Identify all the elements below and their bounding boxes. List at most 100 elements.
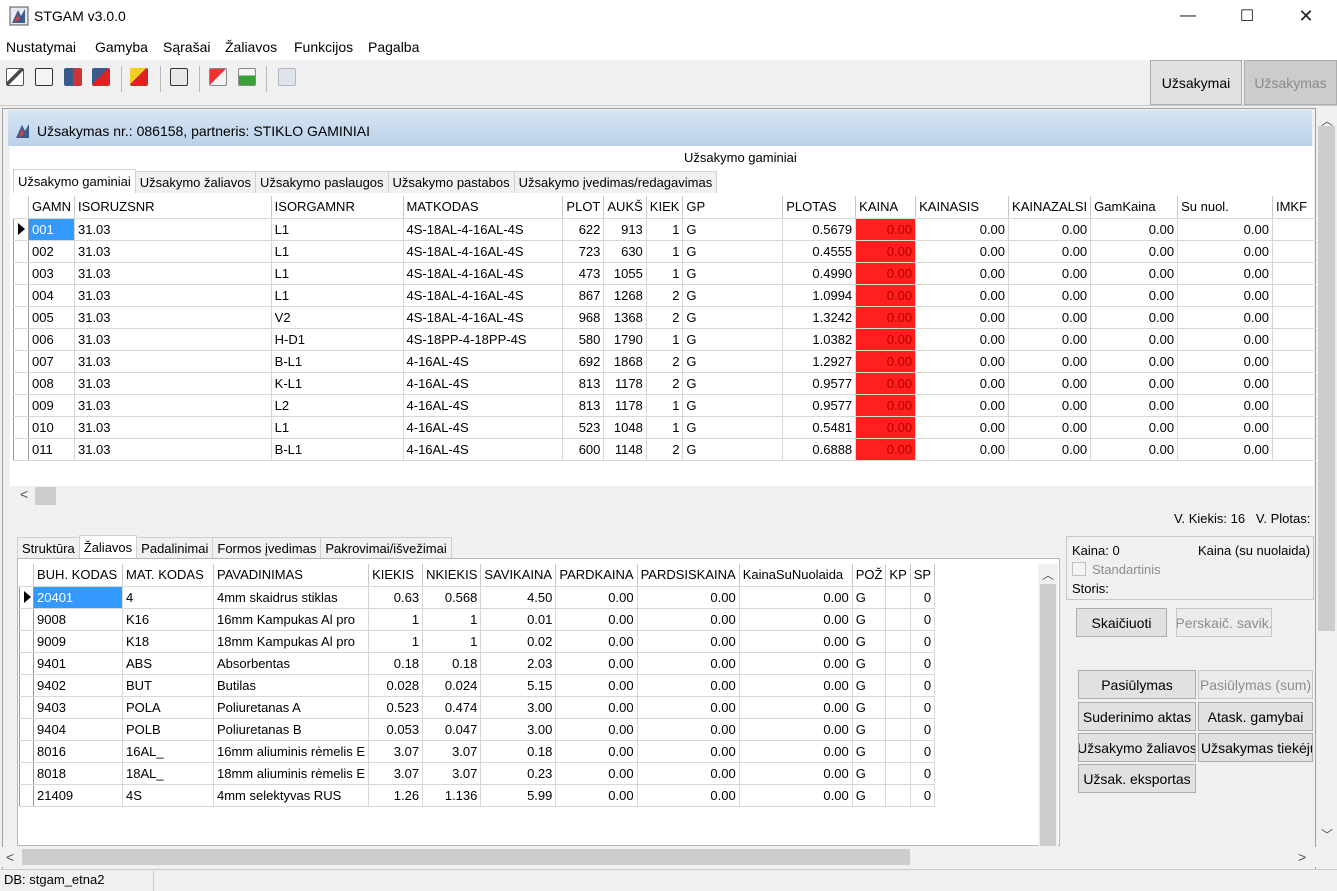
column-header[interactable]: ISORUZSNR: [74, 196, 272, 219]
material-row[interactable]: 8018 18AL_ 18mm aliuminis rėmelis E 3.07 3.0…: [19, 762, 936, 785]
table-cell[interactable]: 4-16AL-4S: [403, 416, 564, 439]
row-indicator[interactable]: [13, 240, 29, 263]
column-header[interactable]: GAMN: [28, 196, 75, 219]
table-cell[interactable]: 0.00: [855, 438, 917, 461]
row-indicator[interactable]: [19, 652, 34, 675]
product-row[interactable]: 004 31.03 L1 4S-18AL-4-16AL-4S 867 1268 2 G 1.09…: [13, 284, 1337, 307]
product-row[interactable]: 011 31.03 B-L1 4-16AL-4S 600 1148 2 G 0.6888 0.00…: [13, 438, 1337, 461]
table-cell[interactable]: 9404: [33, 718, 123, 741]
table-cell[interactable]: L1: [271, 262, 404, 285]
row-indicator[interactable]: [13, 394, 29, 417]
table-cell[interactable]: 0.00: [915, 394, 1010, 417]
table-cell[interactable]: 8016: [33, 740, 123, 763]
table-cell[interactable]: 0.00: [1177, 438, 1273, 461]
material-row[interactable]: 9008 K16 16mm Kampukas Al pro 1 1 0.01 0.00 0.0…: [19, 608, 936, 631]
tab-order-notes[interactable]: Užsakymo pastabos: [387, 171, 515, 193]
table-cell[interactable]: 1: [368, 630, 424, 653]
table-cell[interactable]: 0: [910, 784, 936, 807]
scrollbar-thumb[interactable]: [35, 487, 56, 505]
table-cell[interactable]: 0.00: [637, 718, 740, 741]
table-cell[interactable]: G: [682, 262, 784, 285]
menu-materials[interactable]: Žaliavos: [225, 39, 278, 55]
table-cell[interactable]: 0.63: [368, 586, 424, 609]
table-cell[interactable]: [885, 740, 911, 763]
table-cell[interactable]: 1: [646, 394, 684, 417]
table-cell[interactable]: 0.00: [1090, 394, 1179, 417]
table-cell[interactable]: 0.00: [855, 240, 917, 263]
table-cell[interactable]: G: [682, 306, 784, 329]
table-cell[interactable]: 0.024: [422, 674, 482, 697]
material-row[interactable]: 9403 POLA Poliuretanas A 0.523 0.474 3.00 0.00…: [19, 696, 936, 719]
table-cell[interactable]: 0.00: [555, 718, 638, 741]
table-cell[interactable]: 1268: [603, 284, 647, 307]
table-cell[interactable]: 010: [28, 416, 75, 439]
table-cell[interactable]: 0.568: [422, 586, 482, 609]
table-cell[interactable]: 0.00: [1090, 306, 1179, 329]
products-horizontal-scrollbar[interactable]: [13, 486, 1313, 506]
tab-form-entry[interactable]: Formos įvedimas: [212, 537, 322, 559]
table-cell[interactable]: 31.03: [74, 218, 272, 241]
scrollbar-thumb[interactable]: [1318, 126, 1335, 631]
table-cell[interactable]: 0.23: [480, 762, 557, 785]
table-cell[interactable]: G: [682, 284, 784, 307]
column-header[interactable]: MAT. KODAS: [122, 564, 214, 587]
table-cell[interactable]: 0.00: [1008, 262, 1092, 285]
product-row[interactable]: 003 31.03 L1 4S-18AL-4-16AL-4S 473 1055 1 G 0.49…: [13, 262, 1337, 285]
table-cell[interactable]: 0.18: [422, 652, 482, 675]
table-cell[interactable]: G: [852, 674, 887, 697]
table-cell[interactable]: 0.00: [1090, 262, 1179, 285]
column-header[interactable]: GamKaina: [1090, 196, 1179, 219]
table-cell[interactable]: 2.03: [480, 652, 557, 675]
row-indicator[interactable]: [13, 350, 29, 373]
table-cell[interactable]: 20401: [33, 586, 123, 609]
table-cell[interactable]: 1: [646, 262, 684, 285]
table-cell[interactable]: 0.00: [1090, 284, 1179, 307]
table-cell[interactable]: G: [682, 394, 784, 417]
table-cell[interactable]: 0.00: [555, 608, 638, 631]
table-cell[interactable]: 0.6888: [782, 438, 857, 461]
table-cell[interactable]: Absorbentas: [213, 652, 370, 675]
table-cell[interactable]: 4-16AL-4S: [403, 394, 564, 417]
table-cell[interactable]: 723: [562, 240, 605, 263]
table-cell[interactable]: 0.00: [915, 438, 1010, 461]
table-cell[interactable]: 0.00: [1090, 328, 1179, 351]
menu-production[interactable]: Gamyba: [95, 39, 148, 55]
offer-button[interactable]: Pasiūlymas: [1078, 670, 1196, 699]
table-cell[interactable]: 0.00: [1177, 394, 1273, 417]
production-report-button[interactable]: Atask. gamybai: [1198, 702, 1313, 731]
table-cell[interactable]: 0.9577: [782, 372, 857, 395]
table-cell[interactable]: 1: [646, 328, 684, 351]
table-cell[interactable]: ABS: [122, 652, 214, 675]
table-cell[interactable]: 0.00: [1008, 306, 1092, 329]
table-cell[interactable]: 18AL_: [122, 762, 214, 785]
table-cell[interactable]: G: [682, 372, 784, 395]
table-cell[interactable]: 31.03: [74, 262, 272, 285]
materials-table[interactable]: BUH. KODAS MAT. KODAS PAVADINIMAS KIEKIS…: [19, 564, 936, 807]
table-cell[interactable]: 1048: [603, 416, 647, 439]
table-cell[interactable]: 0.00: [855, 394, 917, 417]
table-cell[interactable]: 002: [28, 240, 75, 263]
table-cell[interactable]: 4S-18PP-4-18PP-4S: [403, 328, 564, 351]
table-cell[interactable]: 0.00: [555, 586, 638, 609]
standard-checkbox[interactable]: [1072, 562, 1086, 576]
table-cell[interactable]: 0.00: [855, 372, 917, 395]
table-cell[interactable]: 0.00: [1177, 372, 1273, 395]
table-cell[interactable]: 523: [562, 416, 605, 439]
tab-structure[interactable]: Struktūra: [17, 537, 80, 559]
table-cell[interactable]: 0.00: [637, 696, 740, 719]
table-cell[interactable]: 0.00: [555, 696, 638, 719]
tab-order-edit[interactable]: Užsakymo įvedimas/redagavimas: [513, 171, 718, 193]
column-header[interactable]: POŽ: [852, 564, 887, 587]
table-cell[interactable]: [885, 652, 911, 675]
tab-order-services[interactable]: Užsakymo paslaugos: [254, 171, 389, 193]
table-cell[interactable]: 0.00: [555, 762, 638, 785]
table-cell[interactable]: 0.00: [1177, 416, 1273, 439]
table-cell[interactable]: 0.00: [555, 784, 638, 807]
table-cell[interactable]: [885, 718, 911, 741]
table-cell[interactable]: 1.0994: [782, 284, 857, 307]
table-cell[interactable]: 0.5679: [782, 218, 857, 241]
scroll-up-icon[interactable]: ︿: [1321, 114, 1334, 128]
table-cell[interactable]: 1.136: [422, 784, 482, 807]
table-cell[interactable]: 008: [28, 372, 75, 395]
table-cell[interactable]: [885, 608, 911, 631]
